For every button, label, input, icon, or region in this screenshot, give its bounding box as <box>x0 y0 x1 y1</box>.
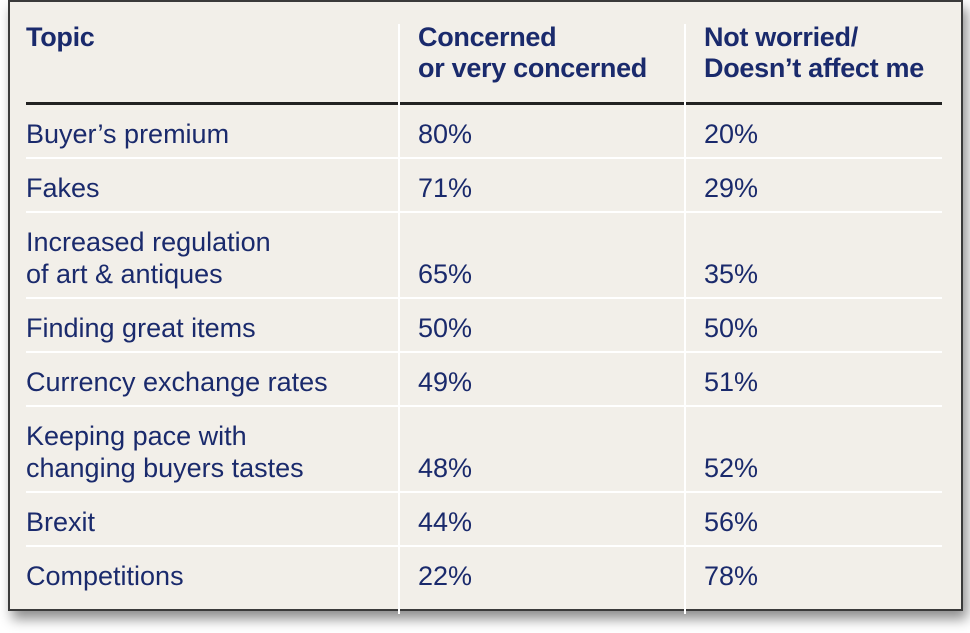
header-not-worried-line2: Doesn’t affect me <box>704 53 924 83</box>
header-not-worried-line1: Not worried/ <box>704 22 858 52</box>
cell-not-worried: 78% <box>704 561 759 591</box>
table-row: Buyer’s premium 80% 20% <box>10 105 961 159</box>
cell-topic: Fakes <box>26 173 100 203</box>
header-topic: Topic <box>26 22 95 53</box>
cell-concerned: 48% <box>418 453 473 483</box>
cell-concerned: 80% <box>418 119 473 149</box>
cell-not-worried: 20% <box>704 119 759 149</box>
row-divider <box>26 491 942 493</box>
column-separator <box>684 24 686 614</box>
header-not-worried: Not worried/ Doesn’t affect me <box>704 22 924 84</box>
row-divider <box>26 157 942 159</box>
row-divider <box>26 211 942 213</box>
cell-not-worried: 51% <box>704 367 759 397</box>
header-rule <box>686 102 942 105</box>
table-row: Keeping pace with changing buyers tastes… <box>10 407 961 493</box>
table-row: Competitions 22% 78% <box>10 547 961 601</box>
cell-topic: Keeping pace with changing buyers tastes <box>26 421 304 483</box>
cell-concerned: 65% <box>418 259 473 289</box>
cell-not-worried: 29% <box>704 173 759 203</box>
row-divider <box>26 297 942 299</box>
header-concerned-line2: or very concerned <box>418 53 648 83</box>
cell-not-worried: 35% <box>704 259 759 289</box>
table-row: Brexit 44% 56% <box>10 493 961 547</box>
row-divider <box>26 405 942 407</box>
cell-concerned: 22% <box>418 561 473 591</box>
column-separator <box>398 24 400 614</box>
cell-not-worried: 50% <box>704 313 759 343</box>
header-concerned: Concerned or very concerned <box>418 22 647 84</box>
table-row: Currency exchange rates 49% 51% <box>10 353 961 407</box>
cell-concerned: 71% <box>418 173 473 203</box>
table-row: Increased regulation of art & antiques 65… <box>10 213 961 299</box>
cell-topic: Increased regulation of art & antiques <box>26 227 271 289</box>
cell-topic: Currency exchange rates <box>26 367 328 397</box>
cell-concerned: 50% <box>418 313 473 343</box>
header-rule <box>26 102 398 105</box>
cell-topic: Finding great items <box>26 313 256 343</box>
cell-not-worried: 56% <box>704 507 759 537</box>
header-topic-label: Topic <box>26 22 95 52</box>
cell-concerned: 49% <box>418 367 473 397</box>
survey-table-card: Topic Concerned or very concerned Not wo… <box>8 0 963 614</box>
cell-concerned: 44% <box>418 507 473 537</box>
row-divider <box>26 351 942 353</box>
row-divider <box>26 545 942 547</box>
cell-topic: Buyer’s premium <box>26 119 230 149</box>
cell-topic: Brexit <box>26 507 96 537</box>
header-rule <box>400 102 684 105</box>
table-row: Fakes 71% 29% <box>10 159 961 213</box>
table-row: Finding great items 50% 50% <box>10 299 961 353</box>
cell-topic: Competitions <box>26 561 184 591</box>
cell-not-worried: 52% <box>704 453 759 483</box>
header-concerned-line1: Concerned <box>418 22 557 52</box>
